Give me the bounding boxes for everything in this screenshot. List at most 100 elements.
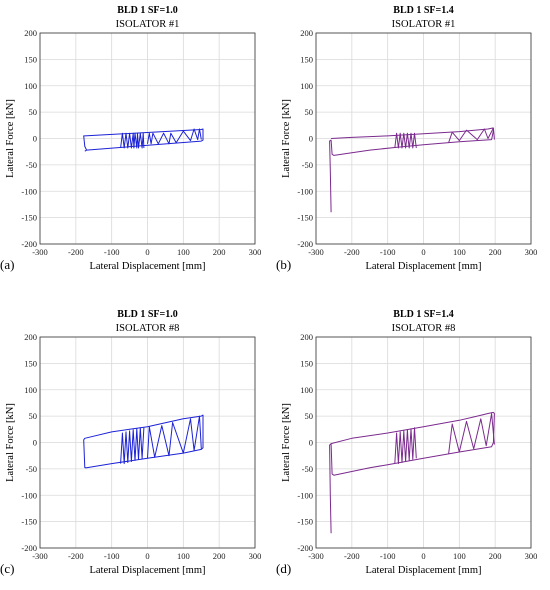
x-tick-label: 100 xyxy=(177,551,190,561)
y-tick-label: 50 xyxy=(305,107,314,117)
x-tick-label: 0 xyxy=(145,551,149,561)
y-tick-label: -50 xyxy=(302,464,313,474)
y-tick-label: -150 xyxy=(297,517,313,527)
x-tick-label: -300 xyxy=(32,247,48,257)
x-axis-label: Lateral Displacement [mm] xyxy=(89,261,205,272)
x-tick-label: -300 xyxy=(32,551,48,561)
x-tick-label: 200 xyxy=(489,247,502,257)
x-tick-label: 100 xyxy=(177,247,190,257)
x-tick-label: 300 xyxy=(525,551,538,561)
y-tick-label: -100 xyxy=(297,186,313,196)
x-tick-label: 200 xyxy=(213,551,226,561)
hysteresis-series-line xyxy=(448,413,495,455)
hysteresis-series-line xyxy=(147,415,202,459)
plot-frame xyxy=(39,336,256,549)
panel-label: (d) xyxy=(276,561,291,576)
chart-subtitle: ISOLATOR #8 xyxy=(392,323,456,334)
x-axis-label: Lateral Displacement [mm] xyxy=(365,261,481,272)
x-tick-label: -100 xyxy=(380,247,396,257)
y-tick-label: 50 xyxy=(305,411,314,421)
chart-title: BLD 1 SF=1.0 xyxy=(117,5,177,16)
x-tick-label: -100 xyxy=(104,551,120,561)
x-tick-label: 100 xyxy=(453,551,466,561)
x-tick-label: -100 xyxy=(104,247,120,257)
x-tick-label: 300 xyxy=(525,247,538,257)
y-tick-label: -50 xyxy=(26,160,37,170)
x-axis-label: Lateral Displacement [mm] xyxy=(89,565,205,576)
chart-panel-2: -300 -200 -100 0 100 200 300200150100500-50-10… xyxy=(276,5,537,272)
y-tick-label: 200 xyxy=(300,332,313,342)
hysteresis-series-line xyxy=(329,411,495,534)
hysteresis-series-line xyxy=(394,132,417,149)
y-tick-label: -200 xyxy=(21,239,37,249)
x-tick-label: 0 xyxy=(421,551,425,561)
y-tick-label: 200 xyxy=(24,332,37,342)
hysteresis-series-line xyxy=(448,127,495,143)
plot-frame xyxy=(39,32,256,245)
y-tick-label: 100 xyxy=(300,385,313,395)
x-tick-label: 200 xyxy=(489,551,502,561)
x-tick-label: -200 xyxy=(344,551,360,561)
y-tick-label: -100 xyxy=(21,490,37,500)
plot-frame xyxy=(315,336,532,549)
panel-label: (b) xyxy=(276,257,291,272)
y-tick-label: 150 xyxy=(24,54,37,64)
x-tick-label: -100 xyxy=(380,551,396,561)
x-tick-label: -200 xyxy=(344,247,360,257)
panel-label: (a) xyxy=(0,257,14,272)
x-tick-label: 300 xyxy=(249,247,262,257)
x-tick-label: 0 xyxy=(145,247,149,257)
chart-panel-3: -300 -200 -100 0 100 200 300200150100500-50-10… xyxy=(0,309,261,576)
y-axis-label: Lateral Force [kN] xyxy=(281,99,292,178)
y-tick-label: 100 xyxy=(24,81,37,91)
y-tick-label: 0 xyxy=(309,134,313,144)
y-tick-label: 100 xyxy=(300,81,313,91)
x-axis-label: Lateral Displacement [mm] xyxy=(365,565,481,576)
chart-panel-4: -300 -200 -100 0 100 200 300200150100500-50-10… xyxy=(276,309,537,576)
hysteresis-series-line xyxy=(120,427,145,465)
chart-subtitle: ISOLATOR #1 xyxy=(116,19,180,30)
y-axis-label: Lateral Force [kN] xyxy=(5,99,16,178)
y-tick-label: 150 xyxy=(24,358,37,368)
chart-subtitle: ISOLATOR #8 xyxy=(116,323,180,334)
chart-subtitle: ISOLATOR #1 xyxy=(392,19,456,30)
hysteresis-series-line xyxy=(329,127,494,213)
plot-frame xyxy=(315,32,532,245)
y-tick-label: 150 xyxy=(300,358,313,368)
y-tick-label: -200 xyxy=(297,239,313,249)
y-tick-label: -150 xyxy=(21,213,37,223)
x-tick-label: -200 xyxy=(68,551,84,561)
y-tick-label: 50 xyxy=(29,411,38,421)
x-tick-label: -300 xyxy=(308,247,324,257)
y-tick-label: 150 xyxy=(300,54,313,64)
y-tick-label: -50 xyxy=(26,464,37,474)
x-tick-label: -300 xyxy=(308,551,324,561)
chart-title: BLD 1 SF=1.4 xyxy=(393,309,453,320)
y-tick-label: -50 xyxy=(302,160,313,170)
hysteresis-series-line xyxy=(394,427,417,465)
x-tick-label: 300 xyxy=(249,551,262,561)
y-tick-label: -200 xyxy=(21,543,37,553)
y-tick-label: -150 xyxy=(297,213,313,223)
hysteresis-series-line xyxy=(147,128,202,145)
x-tick-label: 200 xyxy=(213,247,226,257)
y-axis-label: Lateral Force [kN] xyxy=(5,403,16,482)
y-tick-label: 0 xyxy=(309,438,313,448)
y-tick-label: 100 xyxy=(24,385,37,395)
y-tick-label: -150 xyxy=(21,517,37,527)
y-tick-label: -100 xyxy=(21,186,37,196)
x-tick-label: 100 xyxy=(453,247,466,257)
chart-panel-1: -300 -200 -100 0 100 200 300200150100500-50-10… xyxy=(0,5,261,272)
x-tick-label: 0 xyxy=(421,247,425,257)
y-axis-label: Lateral Force [kN] xyxy=(281,403,292,482)
y-tick-label: 200 xyxy=(300,28,313,38)
y-tick-label: 50 xyxy=(29,107,38,117)
x-tick-label: -200 xyxy=(68,247,84,257)
y-tick-label: -200 xyxy=(297,543,313,553)
y-tick-label: 200 xyxy=(24,28,37,38)
y-tick-label: 0 xyxy=(33,134,37,144)
hysteresis-series-line xyxy=(120,132,145,149)
panel-label: (c) xyxy=(0,561,14,576)
y-tick-label: -100 xyxy=(297,490,313,500)
